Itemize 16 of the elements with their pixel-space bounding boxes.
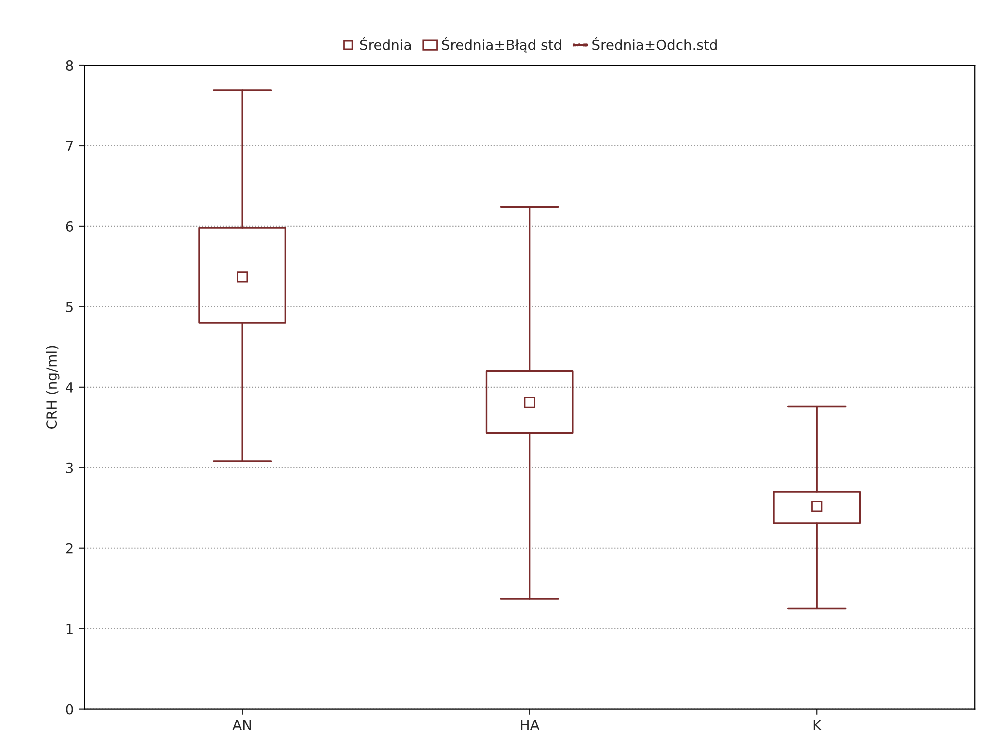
y-tick-label: 7 (66, 141, 73, 152)
text: Średnia (360, 37, 412, 50)
y-tick-label: 4 (66, 382, 74, 393)
y-tick-label: 8 (66, 60, 74, 71)
x-tick-label: K (814, 720, 822, 730)
y-tick-label: 3 (66, 462, 74, 474)
y-tick-label: 2 (66, 543, 73, 554)
y-tick-label: 1 (66, 624, 73, 634)
y-tick-label: 0 (66, 704, 74, 715)
y-tick-label: 6 (66, 221, 74, 232)
y-axis-title: CRH (ng/ml) (46, 346, 60, 430)
y-tick-label: 5 (66, 302, 73, 312)
text: Średnia±Błąd std (442, 37, 562, 53)
x-tick-label: AN (232, 720, 252, 730)
text: Średnia±Odch.std (592, 37, 717, 50)
x-tick-label: HA (521, 720, 540, 730)
